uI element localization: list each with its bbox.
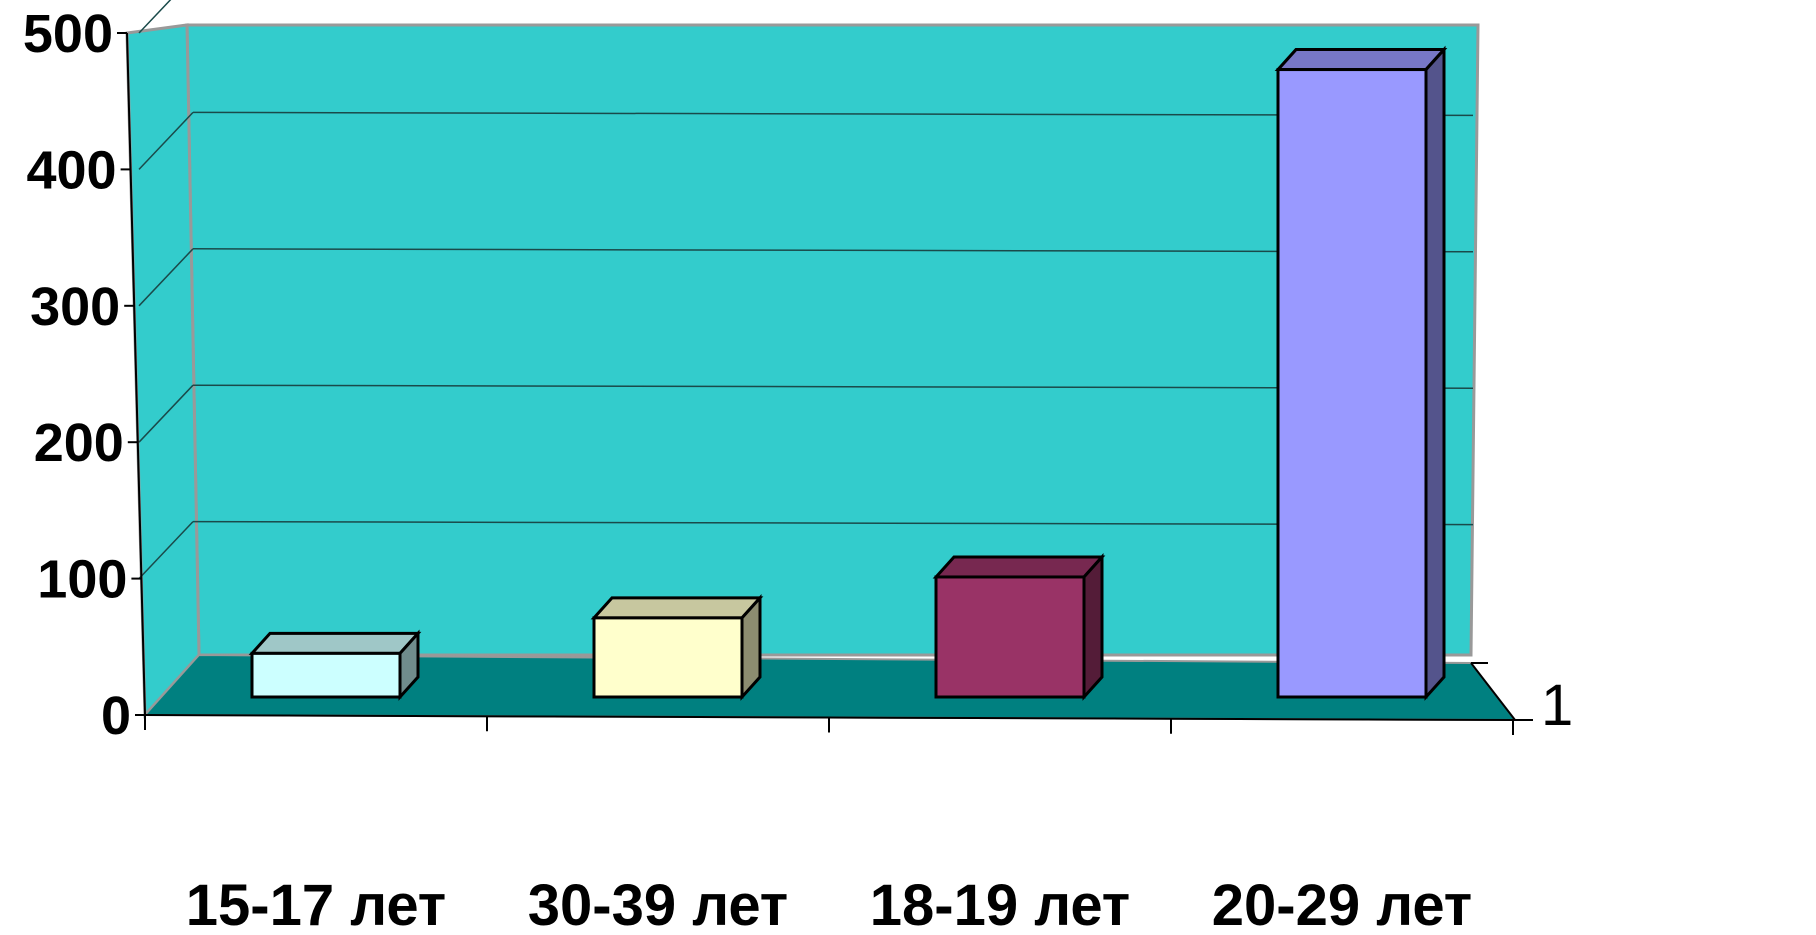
- bar-side-2: [740, 593, 762, 701]
- bar-4: [1274, 45, 1448, 701]
- y-axis-line: [126, 32, 146, 716]
- x-tick-label-1: 15-17 лет: [186, 873, 446, 935]
- y-tick-labels: 0 100 200 300 400 500: [23, 4, 131, 746]
- y-tick-label-200: 200: [34, 413, 124, 473]
- bar-front-1: [250, 651, 402, 699]
- side-gridline-400: [138, 111, 194, 170]
- bar-2: [590, 593, 764, 701]
- side-gridline-500: [138, 0, 172, 34]
- bar-top-1: [248, 631, 422, 655]
- depth-axis-line: [1470, 662, 1516, 721]
- bar-3: [932, 553, 1106, 701]
- bars: [248, 45, 1448, 701]
- y-tick-label-100: 100: [37, 550, 127, 610]
- bar-front-4: [1276, 68, 1428, 699]
- side-gridline-300: [138, 248, 194, 307]
- bar-side-3: [1082, 553, 1104, 701]
- bar-top-3: [932, 555, 1106, 579]
- bar-side-4: [1424, 45, 1446, 701]
- x-tick-label-3: 18-19 лет: [870, 873, 1130, 935]
- bar-front-2: [592, 616, 744, 699]
- x-tick-labels: 15-17 лет 30-39 лет 18-19 лет 20-29 лет: [186, 873, 1472, 935]
- gridlines: [138, 0, 1474, 580]
- gridline-200: [192, 384, 1474, 389]
- y-tick-label-300: 300: [30, 277, 120, 337]
- bar-top-4: [1274, 48, 1448, 72]
- x-tick-label-2: 30-39 лет: [528, 873, 788, 935]
- x-tick-label-4: 20-29 лет: [1212, 873, 1472, 935]
- gridline-300: [192, 248, 1474, 253]
- side-wall: [125, 23, 201, 719]
- bar-1: [248, 629, 422, 701]
- bar-front-3: [934, 575, 1086, 699]
- y-tick-label-400: 400: [26, 140, 116, 200]
- side-gridline-100: [138, 521, 194, 580]
- side-gridline-200: [138, 384, 194, 443]
- depth-axis-label: 1: [1541, 673, 1573, 738]
- bar-top-2: [590, 596, 764, 620]
- y-tick-label-500: 500: [23, 4, 113, 64]
- gridline-100: [192, 520, 1474, 526]
- chart-walls: [125, 23, 1480, 719]
- axes: [117, 32, 1533, 735]
- gridline-400: [192, 111, 1474, 117]
- y-tick-label-0: 0: [101, 686, 131, 746]
